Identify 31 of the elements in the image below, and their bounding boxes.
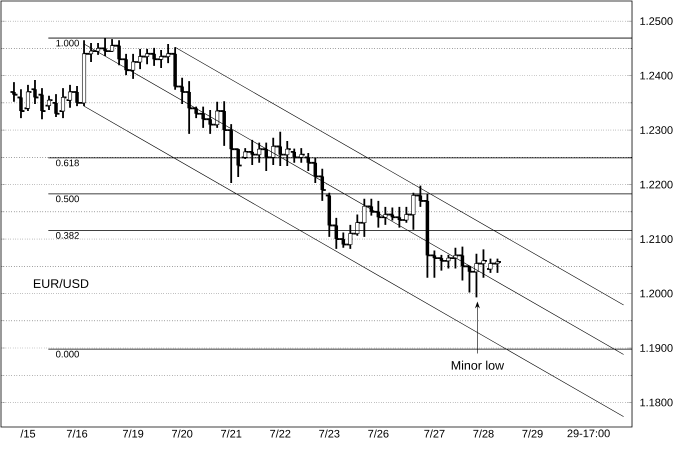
candlestick	[38, 87, 46, 120]
x-tick-label: 7/16	[66, 430, 88, 438]
y-tick-label: 1.2200	[640, 180, 673, 188]
y-tick-label: 1.2300	[640, 126, 673, 134]
annotation: EUR/USD	[34, 278, 88, 288]
y-tick-label: 1.2400	[640, 72, 673, 80]
x-tick-label: 7/22	[270, 430, 290, 438]
annotation: 0.500	[56, 196, 79, 202]
x-tick-label: 7/26	[368, 430, 389, 438]
x-tick-label: 7/20	[172, 430, 192, 438]
x-tick-label: 7/27	[424, 430, 445, 438]
x-tick-label: 7/29	[522, 430, 543, 438]
x-tick-label: 7/21	[221, 430, 242, 438]
annotation: Minor low	[452, 360, 504, 370]
x-tick-label: 29-17:00	[567, 430, 610, 438]
y-tick-label: 1.2100	[640, 235, 673, 243]
y-tick-label: 1.2000	[640, 290, 673, 298]
y-tick-label: 1.1900	[640, 344, 673, 352]
annotation: 1.000	[56, 40, 79, 46]
annotation: 0.000	[56, 350, 79, 358]
x-tick-label: /15	[20, 430, 36, 438]
y-tick-label: 1.2500	[640, 17, 673, 26]
x-tick-label: 7/23	[319, 430, 340, 438]
x-tick-label: 7/19	[122, 430, 144, 438]
candlestick	[16, 88, 26, 120]
annotation: 0.618	[56, 160, 79, 166]
y-tick-label: 1.1800	[640, 398, 673, 406]
candlestick	[24, 84, 32, 112]
annotation: 0.382	[56, 232, 79, 239]
candlestick	[10, 81, 18, 103]
x-tick-label: 7/28	[473, 430, 494, 438]
